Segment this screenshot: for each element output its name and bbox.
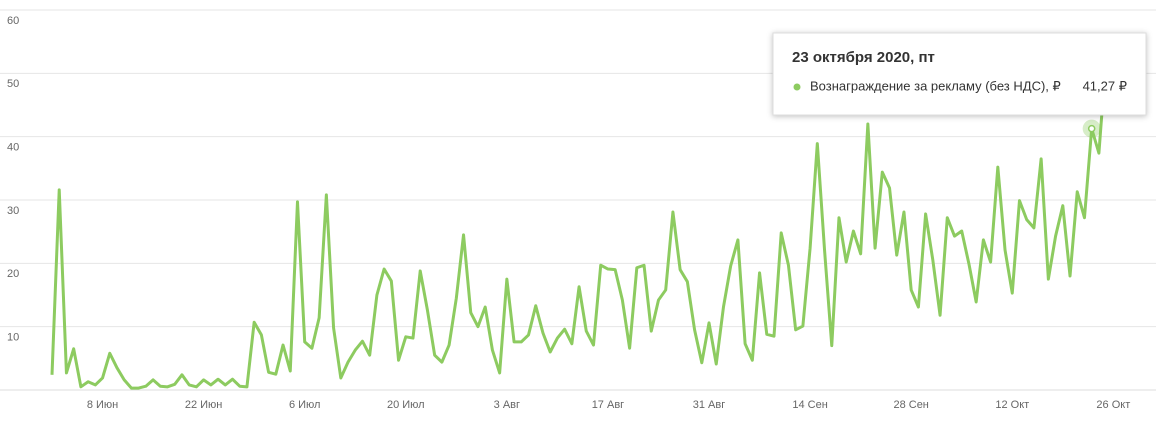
x-tick-label: 22 Июн — [185, 399, 223, 411]
x-tick-label: 6 Июл — [289, 399, 321, 411]
y-tick-label: 20 — [7, 268, 19, 280]
y-tick-label: 50 — [7, 78, 19, 90]
hover-point — [1087, 124, 1096, 133]
x-tick-label: 17 Авг — [592, 399, 624, 411]
data-line — [50, 56, 1108, 390]
x-tick-label: 26 Окт — [1096, 399, 1130, 411]
x-tick-label: 8 Июн — [87, 399, 118, 411]
legend-dot — [793, 83, 801, 91]
y-tick-label: 10 — [7, 332, 19, 344]
tooltip-series: Вознаграждение за рекламу (без НДС), ₽ — [810, 78, 1061, 93]
tooltip-box — [772, 32, 1147, 116]
x-tick-label: 14 Сен — [792, 399, 827, 411]
y-tick-label: 30 — [7, 205, 19, 217]
tooltip-title: 23 октября 2020, пт — [792, 49, 935, 66]
y-tick-label: 40 — [7, 142, 19, 154]
tooltip: 23 октября 2020, пт Вознаграждение за рек… — [772, 32, 1147, 116]
x-tick-label: 12 Окт — [995, 399, 1029, 411]
x-tick-label: 28 Сен — [893, 399, 928, 411]
x-tick-label: 20 Июл — [387, 399, 425, 411]
x-tick-label: 31 Авг — [693, 399, 725, 411]
x-tick-label: 3 Авг — [494, 399, 520, 411]
tooltip-value: 41,27 ₽ — [1083, 78, 1127, 93]
y-tick-label: 60 — [7, 15, 19, 27]
